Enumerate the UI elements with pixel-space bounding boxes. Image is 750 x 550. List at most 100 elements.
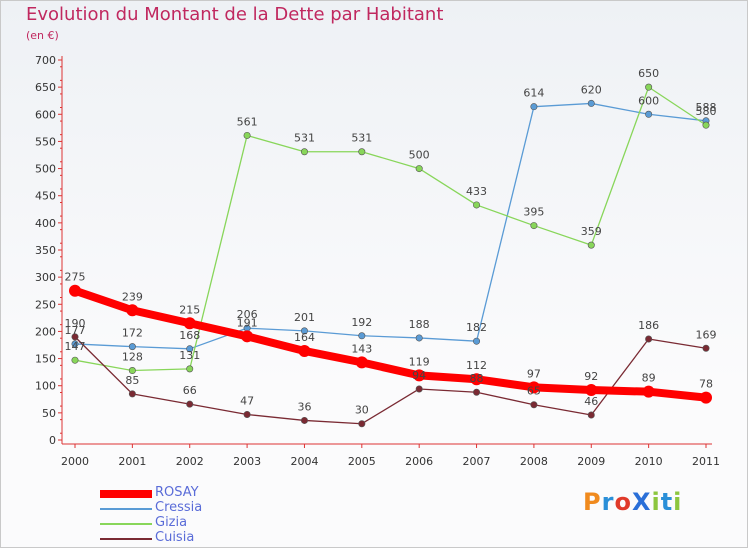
y-tick-label: 550	[35, 135, 56, 148]
data-label-cressia: 614	[523, 87, 544, 100]
data-point-cressia	[300, 327, 308, 335]
data-point-cuisia	[473, 388, 481, 396]
legend: ROSAY Cressia Gizia Cuisia	[100, 486, 300, 546]
data-labels: 177 172 168 206 201 192 188 182 614 620 600 588 147 1…	[65, 67, 717, 417]
x-tick-label: 2003	[233, 455, 261, 468]
data-label-rosay: 89	[642, 372, 656, 385]
legend-item-rosay: ROSAY	[100, 486, 300, 501]
x-tick-label: 2008	[520, 455, 548, 468]
legend-swatch	[100, 538, 152, 540]
data-point-rosay	[69, 284, 81, 297]
data-point-cuisia	[128, 390, 136, 398]
data-label-cuisia: 47	[240, 394, 254, 407]
data-label-cuisia: 94	[412, 369, 426, 382]
data-point-cuisia	[587, 411, 595, 419]
data-label-gizia: 500	[409, 149, 430, 162]
data-label-cuisia: 65	[527, 385, 541, 398]
data-point-rosay	[413, 369, 426, 382]
data-label-rosay: 119	[409, 355, 430, 368]
data-label-rosay: 143	[351, 342, 372, 355]
data-point-gizia	[530, 222, 538, 230]
legend-label: Cuisia	[155, 530, 195, 545]
data-label-cuisia: 30	[355, 404, 369, 417]
data-point-cuisia	[71, 333, 79, 341]
data-point-cressia	[530, 103, 538, 111]
data-label-rosay: 239	[122, 290, 143, 303]
unit-label: (en €)	[26, 29, 59, 42]
data-point-cuisia	[358, 420, 366, 428]
data-label-rosay: 97	[527, 367, 541, 380]
data-point-gizia	[71, 356, 79, 364]
series-line-cressia	[74, 102, 707, 350]
legend-label: ROSAY	[155, 485, 199, 500]
data-label-gizia: 131	[179, 349, 200, 362]
data-label-gizia: 561	[237, 115, 258, 128]
data-point-cressia	[71, 340, 79, 348]
data-label-rosay: 92	[584, 370, 598, 383]
y-tick-label: 400	[35, 217, 56, 230]
legend-item-cuisia: Cuisia	[100, 531, 300, 546]
data-point-rosay	[183, 317, 196, 330]
y-tick-label: 200	[35, 325, 56, 338]
data-point-gizia	[587, 241, 595, 249]
y-tick-label: 150	[35, 353, 56, 366]
x-tick-label: 2000	[61, 455, 89, 468]
data-point-cressia	[587, 99, 595, 107]
data-point-rosay	[355, 356, 368, 369]
data-point-cuisia	[702, 344, 710, 352]
x-tick-label: 2002	[176, 455, 204, 468]
data-label-gizia: 531	[351, 132, 372, 145]
x-tick-label: 2007	[463, 455, 491, 468]
data-label-gizia: 433	[466, 185, 487, 198]
data-point-rosay	[470, 373, 483, 386]
data-label-rosay: 215	[179, 303, 200, 316]
y-tick-label: 0	[49, 434, 56, 447]
data-label-rosay: 275	[65, 271, 86, 284]
data-point-gizia	[645, 83, 653, 91]
legend-label: Cressia	[155, 500, 203, 515]
data-label-gizia: 531	[294, 132, 315, 145]
data-point-cressia	[358, 332, 366, 340]
data-point-gizia	[473, 201, 481, 209]
data-label-cuisia: 46	[584, 395, 598, 408]
data-point-gizia	[358, 148, 366, 156]
data-label-gizia: 395	[523, 206, 544, 219]
data-point-cuisia	[186, 400, 194, 408]
data-point-cuisia	[645, 335, 653, 343]
y-tick-label: 100	[35, 380, 56, 393]
y-tick-label: 350	[35, 244, 56, 257]
data-point-cuisia	[415, 385, 423, 393]
data-label-cressia: 172	[122, 327, 143, 340]
y-tick-label: 450	[35, 190, 56, 203]
data-point-cuisia	[300, 416, 308, 424]
data-label-cuisia: 190	[65, 317, 86, 330]
data-label-rosay: 78	[699, 378, 713, 391]
data-point-cuisia	[530, 401, 538, 409]
data-point-rosay	[642, 385, 655, 398]
data-point-gizia	[128, 367, 136, 375]
data-label-gizia: 147	[65, 340, 86, 353]
x-tick-label: 2011	[692, 455, 720, 468]
data-label-rosay: 164	[294, 331, 315, 344]
data-label-cuisia: 169	[696, 328, 717, 341]
x-tick-label: 2010	[635, 455, 663, 468]
data-label-gizia: 359	[581, 225, 602, 238]
data-point-rosay	[527, 381, 540, 394]
y-tick-label: 700	[35, 54, 56, 67]
data-label-cuisia: 88	[470, 372, 484, 385]
data-label-cressia: 188	[409, 318, 430, 331]
data-point-gizia	[300, 148, 308, 156]
proxiti-logo: ProXiti	[583, 488, 683, 516]
data-point-rosay	[700, 391, 712, 404]
data-label-cressia: 168	[179, 329, 200, 342]
data-label-cressia: 588	[696, 101, 717, 114]
data-point-gizia	[415, 165, 423, 173]
data-point-cressia	[473, 337, 481, 345]
chart-title: Evolution du Montant de la Dette par Hab…	[26, 4, 444, 25]
data-point-rosay	[298, 344, 311, 357]
y-tick-label: 50	[42, 407, 56, 420]
data-label-cressia: 201	[294, 311, 315, 324]
data-label-cressia: 620	[581, 83, 602, 96]
y-tick-label: 250	[35, 298, 56, 311]
